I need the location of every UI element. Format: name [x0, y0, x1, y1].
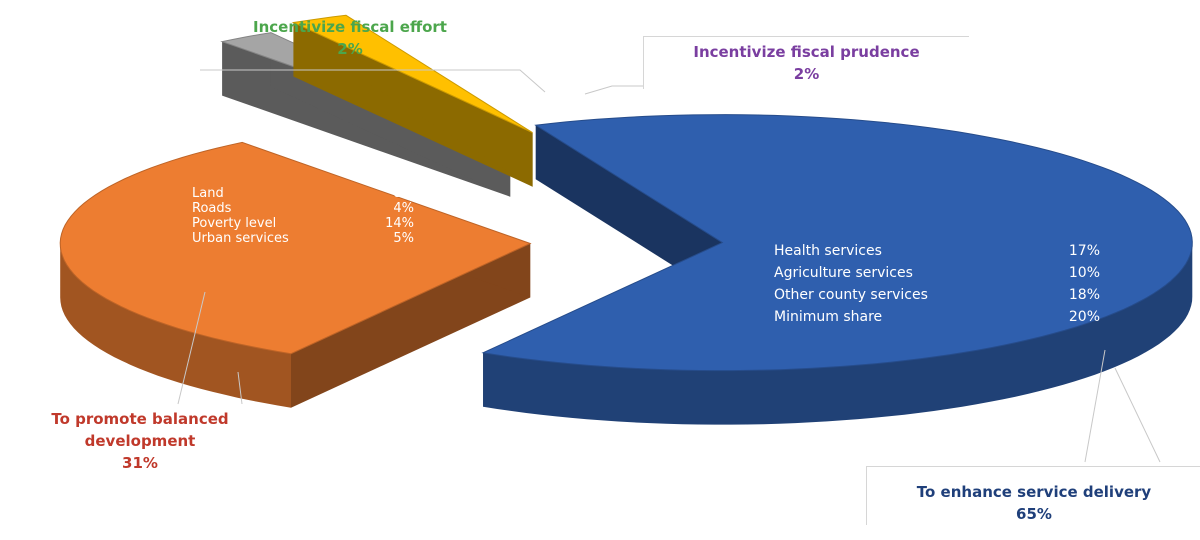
- breakdown-name: Roads: [192, 201, 232, 216]
- label-balanced-development-pct: 31%: [122, 454, 158, 472]
- breakdown-pct: 20%: [1068, 309, 1100, 325]
- breakdown-name: Urban services: [192, 231, 289, 246]
- label-leader-line: [584, 85, 643, 95]
- slice-top-3: [291, 14, 533, 134]
- balanced-breakdown-row: Roads 4%: [192, 201, 414, 216]
- breakdown-pct: 10%: [1068, 265, 1100, 281]
- service-breakdown-row: Other county services 18%: [774, 284, 1100, 306]
- service-breakdown: Health services 17% Agriculture services 1…: [774, 240, 1100, 328]
- service-breakdown-row: Health services 17%: [774, 240, 1100, 262]
- label-fiscal-prudence: Incentivize fiscal prudence 2%: [643, 36, 969, 89]
- breakdown-pct: 5%: [393, 231, 414, 246]
- slice-top-1: [59, 141, 532, 355]
- slice-side-wall: [291, 243, 531, 408]
- label-leader-line: [1114, 367, 1161, 463]
- label-fiscal-effort-name: Incentivize fiscal effort: [253, 18, 447, 36]
- label-leader-line: [237, 371, 243, 405]
- breakdown-name: Poverty level: [192, 216, 277, 231]
- label-fiscal-effort-pct: 2%: [337, 40, 363, 58]
- breakdown-pct: 4%: [393, 201, 414, 216]
- breakdown-pct: 8%: [393, 186, 414, 201]
- label-leader-line: [1084, 349, 1106, 463]
- service-breakdown-row: Minimum share 20%: [774, 306, 1100, 328]
- service-breakdown-row: Agriculture services 10%: [774, 262, 1100, 284]
- label-leader-line: [200, 69, 546, 93]
- label-balanced-development-name: To promote balanced development: [51, 410, 229, 450]
- breakdown-name: Land: [192, 186, 224, 201]
- breakdown-name: Minimum share: [774, 309, 883, 325]
- breakdown-name: Health services: [774, 243, 882, 259]
- breakdown-pct: 18%: [1068, 287, 1100, 303]
- label-fiscal-effort: Incentivize fiscal effort 2%: [210, 16, 490, 60]
- slice-outer-wall: [483, 242, 1193, 425]
- balanced-breakdown: Land 8% Roads 4% Poverty level 14% Urban se…: [192, 186, 414, 246]
- label-service-delivery-pct: 65%: [1016, 505, 1052, 523]
- breakdown-pct: 17%: [1068, 243, 1100, 259]
- slice-side-wall: [535, 125, 723, 297]
- balanced-breakdown-row: Poverty level 14%: [192, 216, 414, 231]
- breakdown-name: Other county services: [774, 287, 928, 303]
- balanced-breakdown-row: Urban services 5%: [192, 231, 414, 246]
- slice-top-0: [481, 114, 1193, 372]
- label-leader-line: [177, 291, 206, 405]
- label-fiscal-prudence-pct: 2%: [793, 65, 820, 83]
- slice-outer-wall: [60, 243, 292, 408]
- label-service-delivery-name: To enhance service delivery: [916, 483, 1152, 501]
- label-balanced-development: To promote balanced development 31%: [0, 408, 280, 474]
- breakdown-name: Agriculture services: [774, 265, 913, 281]
- label-fiscal-prudence-name: Incentivize fiscal prudence: [693, 43, 920, 61]
- label-service-delivery: To enhance service delivery 65%: [866, 466, 1200, 525]
- breakdown-pct: 14%: [385, 216, 414, 231]
- balanced-breakdown-row: Land 8%: [192, 186, 414, 201]
